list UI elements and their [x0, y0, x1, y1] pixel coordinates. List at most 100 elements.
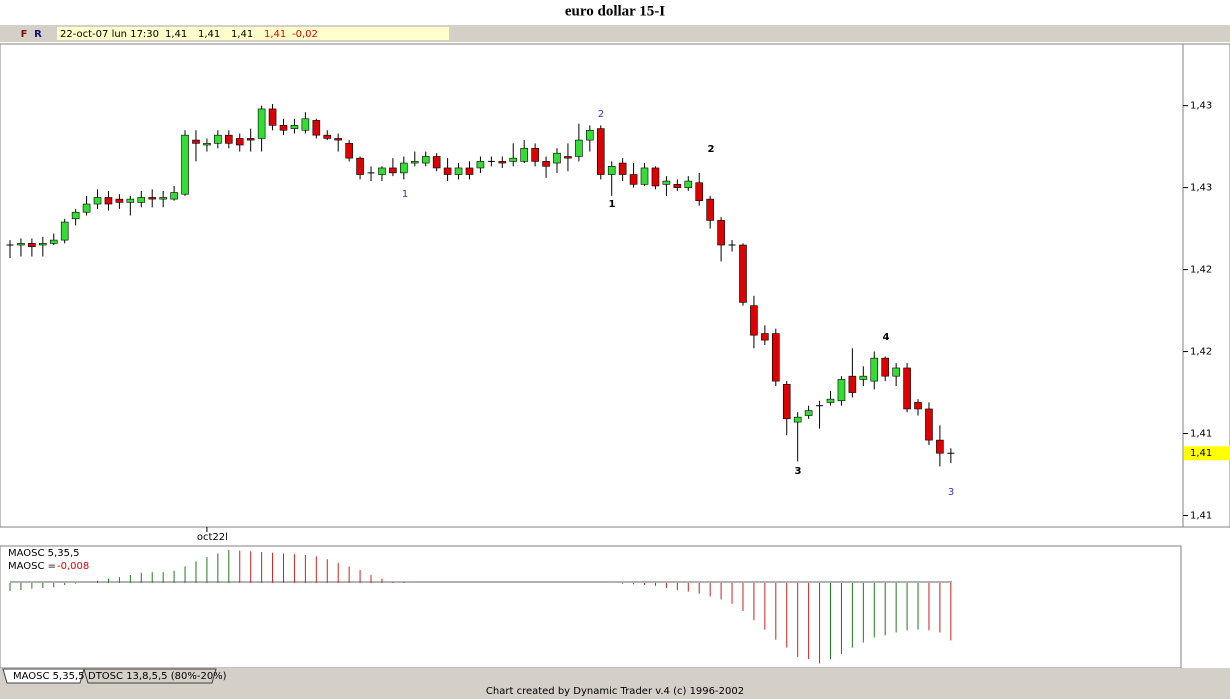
candle-body	[246, 138, 255, 141]
candle-body	[312, 120, 321, 136]
candle-body	[279, 125, 288, 131]
y-tick-label: 1,43	[1190, 183, 1212, 194]
candle-body	[181, 134, 189, 195]
candle-body	[389, 167, 397, 174]
candle-body	[49, 239, 58, 244]
wave-label: 2	[708, 144, 715, 155]
quote-value: 1,41	[231, 29, 253, 40]
candle-body	[651, 167, 660, 187]
candle-body	[717, 220, 725, 246]
candle-body	[71, 211, 80, 220]
candle-body	[39, 243, 47, 246]
candle-body	[509, 157, 518, 162]
candle-body	[82, 203, 91, 213]
window-title: euro dollar 15-I	[565, 3, 665, 19]
candle-body	[345, 143, 353, 159]
oscillator-panel	[0, 545, 1182, 669]
candle-body	[421, 156, 430, 164]
candle-body	[410, 161, 419, 164]
y-tick-label: 1,41	[1190, 511, 1212, 522]
candle-body	[695, 182, 704, 202]
candle-body	[925, 408, 933, 441]
candle-body	[214, 134, 222, 144]
candle-body	[498, 161, 507, 164]
oscillator-name: MAOSC 5,35,5	[8, 548, 79, 559]
wave-label: 1	[402, 189, 408, 200]
candle-body	[881, 357, 890, 377]
candle-body	[454, 167, 463, 175]
candle-body	[159, 197, 167, 200]
candle-body	[290, 125, 299, 129]
button-f[interactable]: F	[21, 29, 28, 40]
candle-body	[618, 162, 627, 175]
candle-body	[771, 333, 780, 382]
tab-label[interactable]: DTOSC 13,8,5,5 (80%-20%)	[88, 671, 227, 682]
candle-body	[739, 244, 747, 303]
candle-body	[126, 198, 135, 203]
last-price-label: 1,41	[1190, 448, 1212, 459]
candle-body	[793, 416, 802, 423]
candle-body	[531, 147, 539, 162]
wave-label: 4	[883, 332, 890, 343]
candle-body	[575, 139, 583, 157]
tab-strip	[0, 668, 1230, 684]
candle-body	[323, 134, 332, 139]
x-tick-label: oct22l	[197, 532, 228, 543]
wave-label: 3	[795, 466, 802, 477]
candle-body	[870, 357, 879, 382]
quote-value: 1,41	[198, 29, 220, 40]
candle-body	[93, 197, 102, 205]
candle-body	[115, 198, 124, 203]
candle-body	[826, 398, 835, 403]
wave-label: 2	[598, 109, 604, 120]
title-bar	[0, 0, 1230, 25]
oscillator-caption: MAOSC =	[8, 561, 56, 572]
quote-value: 1,41	[165, 29, 187, 40]
candle-body	[848, 375, 857, 393]
candle-body	[684, 180, 693, 188]
footer: Chart created by Dynamic Trader v.4 (c) …	[486, 686, 744, 697]
candle-body	[225, 134, 233, 144]
wave-label: 3	[948, 487, 954, 498]
last-price-tag	[1184, 446, 1230, 461]
candle-body	[629, 174, 638, 185]
candle-body	[640, 167, 649, 185]
quote-value: 1,41	[264, 29, 286, 40]
candle-body	[564, 156, 572, 159]
y-tick-label: 1,43	[1190, 101, 1212, 112]
candle-body	[137, 197, 146, 203]
candle-body	[673, 184, 682, 188]
candle-body	[750, 305, 758, 336]
candle-body	[235, 138, 244, 146]
candle-body	[596, 128, 605, 175]
candle-body	[553, 152, 561, 164]
quote-datetime: 22-oct-07 lun 17:30	[60, 29, 159, 40]
candle-body	[903, 367, 911, 410]
candle-body	[542, 161, 550, 167]
candle-body	[104, 197, 113, 205]
candle-body	[400, 162, 408, 174]
tab[interactable]	[2, 668, 85, 684]
candle-body	[334, 138, 343, 141]
wave-label: 1	[609, 199, 616, 210]
tab-label[interactable]: MAOSC 5,35,5	[13, 671, 84, 682]
candle-body	[170, 192, 178, 200]
candle-body	[192, 139, 200, 144]
candle-body	[520, 147, 528, 162]
candle-body	[356, 157, 364, 175]
candle-body	[804, 410, 813, 416]
candle-body	[148, 197, 157, 200]
candle-body	[586, 129, 594, 141]
candle-body	[892, 367, 900, 377]
quote-value: -0,02	[292, 29, 318, 40]
y-tick-label: 1,42	[1190, 265, 1212, 276]
button-r[interactable]: R	[34, 29, 42, 40]
candle-body	[476, 161, 485, 169]
tab[interactable]	[83, 668, 217, 684]
candle-body	[607, 166, 616, 175]
candle-body	[914, 402, 922, 410]
candle-body	[268, 108, 277, 126]
candle-body	[837, 379, 846, 402]
